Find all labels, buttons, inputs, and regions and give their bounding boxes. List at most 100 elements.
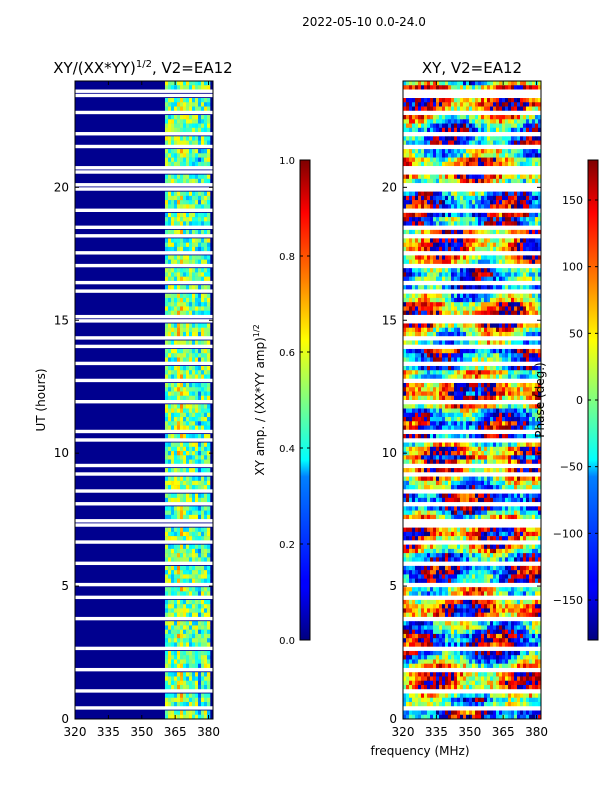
heatmap-cell: [490, 485, 494, 490]
heatmap-cell: [451, 302, 455, 307]
heatmap-cell: [201, 663, 205, 669]
heatmap-cell: [192, 310, 196, 316]
heatmap-cell: [198, 663, 202, 669]
heatmap-cell: [409, 200, 413, 205]
heatmap-cell: [189, 578, 193, 584]
heatmap-cell: [439, 259, 443, 265]
heatmap-cell: [424, 297, 428, 303]
heatmap-cell: [415, 174, 419, 180]
heatmap-cell: [487, 297, 491, 303]
heatmap-cell: [520, 357, 524, 363]
heatmap-cell: [165, 442, 169, 448]
heatmap-cell: [171, 638, 175, 643]
heatmap-cell: [520, 382, 524, 388]
heatmap-cell: [195, 578, 199, 584]
heatmap-cell: [526, 195, 530, 201]
heatmap-cell: [499, 119, 503, 124]
heatmap-cell: [451, 106, 455, 112]
heatmap-cell: [499, 276, 503, 282]
heatmap-cell: [469, 178, 473, 184]
heatmap-cell: [529, 455, 533, 460]
heatmap-cell: [439, 306, 443, 311]
heatmap-cell: [436, 310, 440, 316]
heatmap-cell: [439, 140, 443, 146]
heatmap-cell: [436, 442, 440, 448]
heatmap-cell: [523, 140, 527, 146]
heatmap-cell: [445, 195, 449, 201]
heatmap-cell: [517, 374, 521, 380]
heatmap-cell: [186, 200, 190, 205]
heatmap-cell: [430, 212, 434, 218]
heatmap-cell: [180, 153, 184, 158]
heatmap-cell: [493, 242, 497, 248]
heatmap-cell: [532, 353, 536, 358]
heatmap-cell: [517, 404, 521, 409]
heatmap-cell: [475, 246, 479, 252]
heatmap-cell: [204, 191, 208, 197]
heatmap-cell: [427, 191, 431, 197]
heatmap-cell: [478, 357, 482, 363]
heatmap-cell: [517, 476, 521, 482]
heatmap-cell: [174, 123, 178, 129]
heatmap-cell: [427, 459, 431, 465]
heatmap-cell: [433, 485, 437, 490]
heatmap-cell: [475, 217, 479, 222]
heatmap-cell: [204, 178, 208, 184]
heatmap-cell: [195, 587, 199, 592]
heatmap-cell: [204, 672, 208, 677]
heatmap-cell: [442, 276, 446, 282]
heatmap-cell: [421, 157, 425, 163]
heatmap-cell: [177, 663, 181, 669]
heatmap-cell: [523, 421, 527, 426]
heatmap-cell: [192, 693, 196, 699]
heatmap-cell: [499, 115, 503, 120]
heatmap-cell: [490, 387, 494, 392]
heatmap-cell: [174, 195, 178, 201]
heatmap-cell: [514, 306, 518, 311]
heatmap-cell: [165, 212, 169, 218]
heatmap-cell: [177, 323, 181, 328]
heatmap-cell: [496, 276, 500, 282]
heatmap-cell: [475, 408, 479, 414]
heatmap-cell: [478, 246, 482, 252]
heatmap-cell: [174, 331, 178, 337]
heatmap-cell: [424, 459, 428, 465]
heatmap-cell: [165, 204, 169, 209]
heatmap-cell: [502, 200, 506, 205]
heatmap-cell: [538, 119, 542, 124]
heatmap-cell: [508, 276, 512, 282]
heatmap-cell: [502, 387, 506, 392]
heatmap-cell: [442, 442, 446, 448]
heatmap-cell: [538, 306, 542, 311]
heatmap-cell: [457, 485, 461, 490]
heatmap-cell: [508, 285, 512, 290]
heatmap-cell: [439, 365, 443, 371]
heatmap-cell: [520, 306, 524, 311]
heatmap-cell: [192, 302, 196, 307]
heatmap-cell: [475, 404, 479, 409]
heatmap-cell: [412, 161, 416, 167]
heatmap-cell: [201, 493, 205, 499]
heatmap-cell: [535, 391, 539, 397]
heatmap-cell: [403, 85, 407, 90]
heatmap-cell: [174, 268, 178, 273]
heatmap-cell: [484, 242, 488, 248]
heatmap-cell: [505, 302, 509, 307]
heatmap-cell: [186, 701, 190, 707]
heatmap-cell: [496, 493, 500, 499]
heatmap-cell: [418, 387, 422, 392]
heatmap-cell: [165, 127, 169, 133]
heatmap-cell: [487, 493, 491, 499]
heatmap-cell: [168, 625, 172, 630]
heatmap-cell: [412, 468, 416, 473]
heatmap-cell: [207, 348, 211, 354]
heatmap-cell: [481, 127, 485, 133]
heatmap-cell: [490, 480, 494, 486]
heatmap-cell: [192, 591, 196, 596]
heatmap-cell: [472, 153, 476, 158]
heatmap-cell: [207, 638, 211, 643]
heatmap-cell: [481, 81, 485, 86]
heatmap-cell: [183, 353, 187, 358]
heatmap-cell: [177, 331, 181, 337]
heatmap-cell: [418, 327, 422, 333]
